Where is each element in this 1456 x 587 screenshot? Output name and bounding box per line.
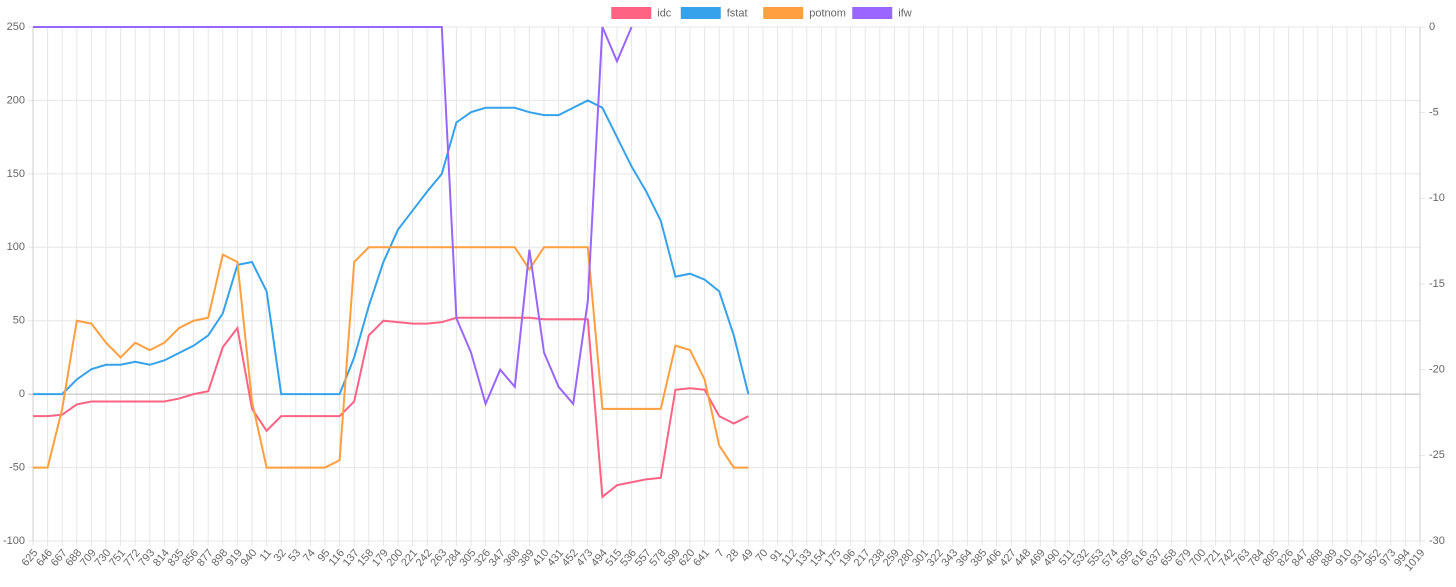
y2-tick-label: -5 — [1429, 107, 1439, 119]
x-tick-label: 940 — [239, 547, 260, 569]
y2-tick-label: -15 — [1429, 278, 1445, 290]
y-tick-label: 150 — [7, 168, 25, 180]
legend-label: potnom — [809, 7, 846, 19]
legend-label: fstat — [727, 7, 748, 19]
legend-swatch — [680, 7, 721, 19]
y-tick-label: -50 — [9, 461, 25, 473]
line-fstat — [33, 99, 750, 396]
legend-swatch — [852, 7, 893, 19]
line-ifw — [33, 26, 633, 407]
y-tick-label: -100 — [3, 535, 25, 547]
y-tick-label: 250 — [7, 21, 25, 33]
legend-swatch — [763, 7, 804, 19]
y2-tick-label: 0 — [1429, 21, 1435, 33]
y2-tick-label: -30 — [1429, 535, 1445, 547]
legend-swatch — [611, 7, 652, 19]
y2-tick-label: -20 — [1429, 364, 1445, 376]
y-tick-label: 0 — [19, 388, 25, 400]
x-tick-label: 641 — [691, 547, 712, 569]
y-tick-label: 50 — [13, 315, 25, 327]
y-tick-label: 100 — [7, 241, 25, 253]
line-potnom — [33, 246, 749, 469]
y-tick-label: 200 — [7, 94, 25, 106]
legend-label: ifw — [898, 7, 912, 19]
y2-tick-label: -25 — [1429, 449, 1445, 461]
legend-label: idc — [657, 7, 672, 19]
y2-tick-label: -10 — [1429, 192, 1445, 204]
line-idc — [33, 316, 749, 499]
